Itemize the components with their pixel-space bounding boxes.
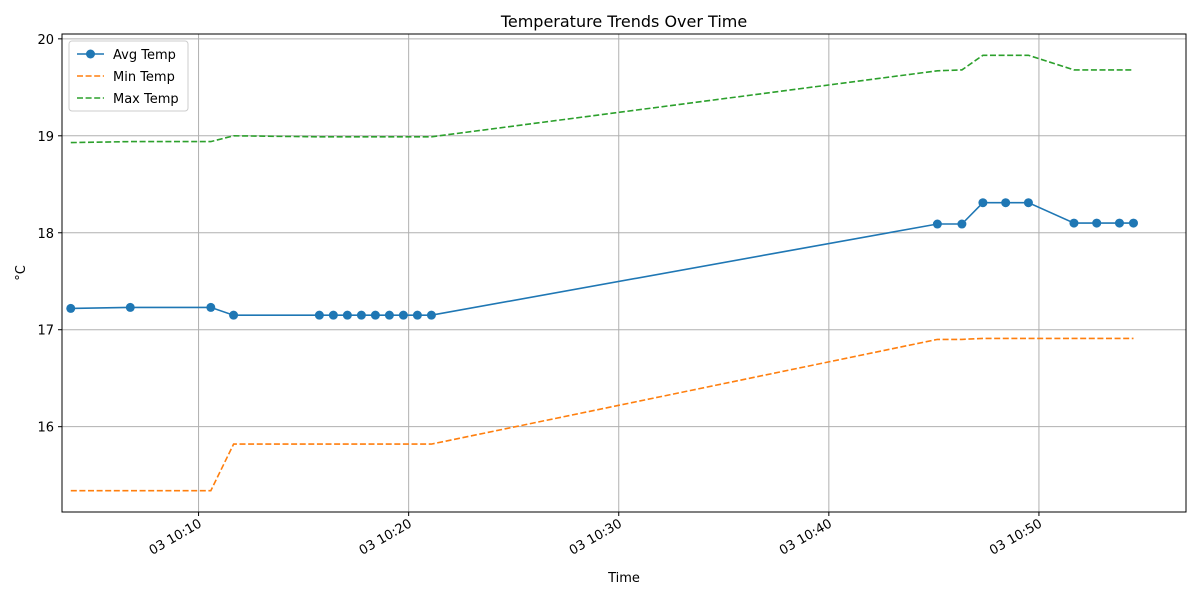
avg-temp-point: [384, 310, 394, 320]
avg-temp-point: [412, 310, 422, 320]
y-axis-label: °C: [14, 265, 29, 281]
avg-temp-point: [957, 219, 967, 229]
y-tick-label: 19: [37, 130, 54, 145]
legend-item-max-temp: Max Temp: [77, 92, 179, 107]
y-tick-label: 20: [37, 33, 54, 48]
avg-temp-point: [206, 302, 216, 312]
avg-temp-point: [978, 198, 988, 208]
avg-temp-point: [932, 219, 942, 229]
avg-temp-point: [426, 310, 436, 320]
avg-temp-line: [70, 201, 1134, 317]
avg-temp-point: [66, 303, 76, 313]
avg-temp-point: [1114, 218, 1124, 228]
y-tick-label: 18: [37, 227, 54, 242]
x-axis-label: Time: [607, 571, 640, 586]
legend-label: Min Temp: [113, 70, 175, 85]
y-tick-label: 16: [37, 421, 54, 436]
x-tick-label: 03 10:30: [567, 516, 625, 558]
legend: Avg Temp Min Temp Max Temp: [68, 40, 189, 112]
legend-item-avg-temp: Avg Temp: [77, 48, 176, 63]
min-temp-line: [70, 337, 1134, 492]
avg-temp-point: [1023, 198, 1033, 208]
avg-temp-point: [328, 310, 338, 320]
legend-label: Avg Temp: [113, 48, 176, 63]
avg-temp-point: [356, 310, 366, 320]
grid: [62, 34, 1186, 512]
x-tick-label: 03 10:10: [147, 516, 205, 558]
x-tick-label: 03 10:20: [357, 516, 415, 558]
avg-temp-point: [1092, 218, 1102, 228]
avg-temp-point: [398, 310, 408, 320]
avg-temp-point: [1069, 218, 1079, 228]
avg-temp-point: [314, 310, 324, 320]
avg-temp-point: [370, 310, 380, 320]
avg-temp-point: [342, 310, 352, 320]
avg-temp-point: [229, 310, 239, 320]
y-tick-label: 17: [37, 324, 54, 339]
x-tick-label: 03 10:40: [777, 516, 835, 558]
avg-temp-point: [1001, 198, 1011, 208]
chart-title: Temperature Trends Over Time: [500, 12, 747, 31]
legend-label: Max Temp: [113, 92, 179, 107]
legend-box: [68, 40, 189, 112]
series-layer: [66, 54, 1138, 492]
x-tick-label: 03 10:50: [987, 516, 1045, 558]
legend-item-min-temp: Min Temp: [77, 70, 175, 85]
max-temp-line: [70, 54, 1134, 144]
plot-frame: [61, 33, 1187, 513]
legend-marker: [86, 49, 95, 59]
avg-temp-point: [125, 302, 135, 312]
avg-temp-point: [1128, 218, 1138, 228]
